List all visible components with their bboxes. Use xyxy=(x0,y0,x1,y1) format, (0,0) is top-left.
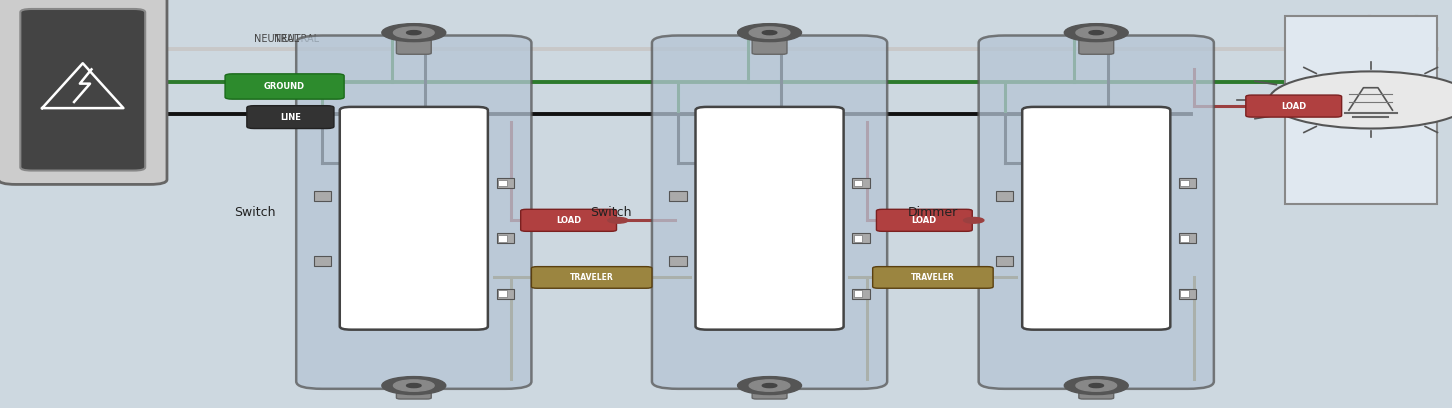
Circle shape xyxy=(964,217,984,223)
Bar xyxy=(852,233,870,243)
Bar xyxy=(669,256,687,266)
FancyBboxPatch shape xyxy=(521,209,617,231)
Bar xyxy=(498,235,507,242)
FancyBboxPatch shape xyxy=(247,106,334,129)
Bar xyxy=(1285,16,1437,204)
Circle shape xyxy=(738,24,802,42)
FancyBboxPatch shape xyxy=(873,267,993,288)
Text: NEUTRAL: NEUTRAL xyxy=(254,34,299,44)
Circle shape xyxy=(382,377,446,395)
Circle shape xyxy=(393,27,434,38)
Bar xyxy=(996,191,1013,201)
Text: GROUND: GROUND xyxy=(264,82,305,91)
Text: NEUTRAL: NEUTRAL xyxy=(274,34,319,44)
FancyBboxPatch shape xyxy=(20,9,145,171)
Circle shape xyxy=(749,27,790,38)
Bar xyxy=(852,289,870,299)
Text: LOAD: LOAD xyxy=(1281,102,1307,111)
Bar xyxy=(852,178,870,188)
Text: Switch: Switch xyxy=(590,206,632,219)
Bar xyxy=(314,191,331,201)
Bar xyxy=(497,233,514,243)
Bar xyxy=(996,256,1013,266)
FancyBboxPatch shape xyxy=(752,33,787,54)
Circle shape xyxy=(1064,377,1128,395)
Bar xyxy=(498,180,507,186)
FancyBboxPatch shape xyxy=(396,33,431,54)
Circle shape xyxy=(407,31,421,35)
Circle shape xyxy=(1076,27,1117,38)
Bar xyxy=(314,256,331,266)
FancyBboxPatch shape xyxy=(877,209,973,231)
Bar xyxy=(497,289,514,299)
Text: TRAVELER: TRAVELER xyxy=(569,273,614,282)
Bar xyxy=(854,235,862,242)
Circle shape xyxy=(749,380,790,391)
Circle shape xyxy=(762,31,777,35)
FancyBboxPatch shape xyxy=(1079,33,1114,54)
FancyBboxPatch shape xyxy=(696,107,844,330)
FancyBboxPatch shape xyxy=(979,35,1214,389)
FancyBboxPatch shape xyxy=(1079,378,1114,399)
Bar xyxy=(497,178,514,188)
Text: LOAD: LOAD xyxy=(912,216,937,225)
Circle shape xyxy=(382,24,446,42)
Bar xyxy=(1179,178,1196,188)
FancyBboxPatch shape xyxy=(296,35,531,389)
Bar xyxy=(1180,290,1189,297)
Circle shape xyxy=(1269,71,1452,129)
Bar xyxy=(669,191,687,201)
Circle shape xyxy=(407,384,421,388)
Bar xyxy=(854,180,862,186)
Text: LINE: LINE xyxy=(280,113,301,122)
FancyBboxPatch shape xyxy=(225,74,344,99)
Bar xyxy=(498,290,507,297)
FancyBboxPatch shape xyxy=(1246,95,1342,117)
FancyBboxPatch shape xyxy=(340,107,488,330)
Circle shape xyxy=(608,217,629,223)
Circle shape xyxy=(393,380,434,391)
FancyBboxPatch shape xyxy=(531,267,652,288)
Bar xyxy=(1180,235,1189,242)
FancyBboxPatch shape xyxy=(396,378,431,399)
Text: Switch: Switch xyxy=(234,206,276,219)
Circle shape xyxy=(1089,31,1104,35)
Text: Dimmer: Dimmer xyxy=(908,206,958,219)
Bar xyxy=(1180,180,1189,186)
Circle shape xyxy=(1089,384,1104,388)
FancyBboxPatch shape xyxy=(0,0,167,184)
FancyBboxPatch shape xyxy=(752,378,787,399)
Text: LOAD: LOAD xyxy=(556,216,581,225)
Circle shape xyxy=(1076,380,1117,391)
Bar xyxy=(1179,233,1196,243)
Bar xyxy=(1179,289,1196,299)
FancyBboxPatch shape xyxy=(1022,107,1170,330)
Circle shape xyxy=(1064,24,1128,42)
Circle shape xyxy=(762,384,777,388)
FancyBboxPatch shape xyxy=(652,35,887,389)
Circle shape xyxy=(738,377,802,395)
Bar xyxy=(854,290,862,297)
Text: TRAVELER: TRAVELER xyxy=(910,273,955,282)
